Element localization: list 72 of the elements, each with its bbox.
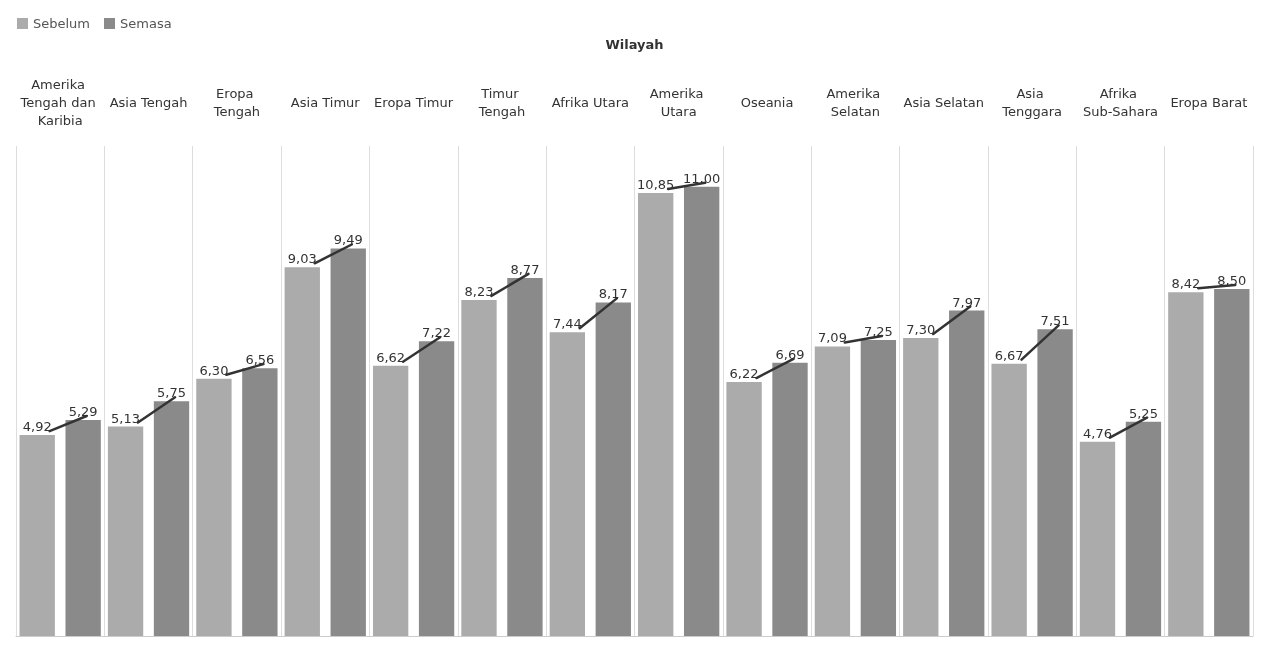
x-tick-label: Afrika Utara <box>551 94 629 110</box>
x-tick-label: Asia Tenggara <box>1001 85 1062 119</box>
data-label: 5,29 <box>68 403 98 419</box>
data-label: 4,76 <box>1083 425 1112 441</box>
bar <box>1168 292 1204 636</box>
bar <box>242 368 278 636</box>
data-label: 9,03 <box>287 251 317 267</box>
bar <box>65 419 101 636</box>
data-label: 6,56 <box>245 352 275 368</box>
data-label: 9,49 <box>333 232 363 248</box>
data-label: 7,22 <box>422 325 452 341</box>
bar <box>991 363 1027 636</box>
bar <box>284 267 320 636</box>
bar <box>19 435 55 636</box>
bar <box>903 337 939 636</box>
data-label: 6,30 <box>199 362 229 378</box>
bar <box>1214 288 1250 636</box>
bar <box>461 299 497 636</box>
data-label: 8,77 <box>510 261 540 277</box>
bar <box>595 302 631 636</box>
bar <box>860 339 897 636</box>
data-label: 6,69 <box>775 346 805 362</box>
data-label: 7,09 <box>817 330 847 346</box>
data-label: 7,44 <box>552 316 582 332</box>
x-axis-title: Wilayah <box>605 37 664 52</box>
data-label: 7,25 <box>863 323 893 339</box>
bar <box>1037 329 1073 636</box>
data-label: 7,30 <box>906 321 936 337</box>
x-tick-label: Amerika Selatan <box>826 85 885 119</box>
data-label: 7,51 <box>1040 313 1070 329</box>
legend-label: Sebelum <box>33 16 91 31</box>
bar <box>1125 421 1162 636</box>
bar <box>196 378 232 636</box>
bar <box>507 277 543 636</box>
x-tick-label: Eropa Barat <box>1170 94 1248 110</box>
bar <box>549 332 586 636</box>
bar <box>949 310 985 636</box>
x-tick-label: Amerika Tengah dan Karibia <box>19 76 100 128</box>
data-label: 11,00 <box>683 170 721 186</box>
x-tick-label: Timur Tengah <box>477 85 526 119</box>
bar <box>153 401 190 636</box>
data-label: 5,75 <box>157 385 186 401</box>
data-label: 8,23 <box>464 283 494 299</box>
x-tick-label: Afrika Sub-Sahara <box>1082 85 1159 119</box>
bar <box>330 248 366 636</box>
x-tick-label: Eropa Timur <box>374 94 454 110</box>
bar <box>726 382 762 636</box>
data-label: 7,97 <box>952 294 982 310</box>
x-tick-label: Asia Selatan <box>903 94 985 110</box>
x-tick-label: Amerika Utara <box>649 85 708 119</box>
data-label: 5,25 <box>1128 405 1158 421</box>
data-label: 6,62 <box>376 349 406 365</box>
bar <box>372 365 409 636</box>
data-label: 5,13 <box>111 410 141 426</box>
data-label: 6,22 <box>729 366 759 382</box>
x-tick-label: Oseania <box>740 94 794 110</box>
data-label: 8,17 <box>598 286 628 302</box>
bar <box>107 426 144 636</box>
x-tick-label: Asia Tengah <box>109 94 188 110</box>
data-label: 10,85 <box>637 176 675 192</box>
bar <box>683 186 720 636</box>
data-label: 8,42 <box>1171 276 1201 292</box>
bar <box>638 192 674 636</box>
bar <box>772 362 808 636</box>
data-label: 6,67 <box>994 347 1024 363</box>
legend-label: Semasa <box>120 16 172 31</box>
data-label: 4,92 <box>22 419 52 435</box>
x-tick-label: Eropa Tengah <box>212 85 261 119</box>
bar <box>418 341 455 636</box>
bar <box>1079 441 1116 636</box>
bar <box>814 346 851 636</box>
x-tick-label: Asia Timur <box>290 94 361 110</box>
